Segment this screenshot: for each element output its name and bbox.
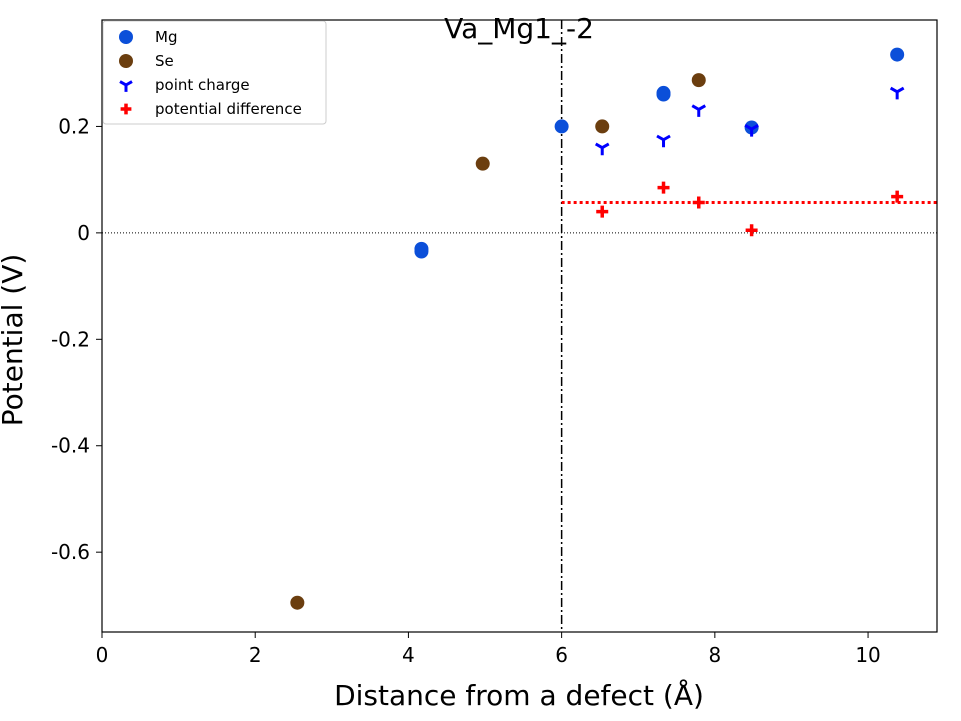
data-point — [414, 241, 429, 256]
y-axis-label: Potential (V) — [0, 254, 29, 427]
legend-item: potential difference — [120, 100, 302, 118]
x-axis-ticks: 0 2 4 6 8 10 — [96, 632, 881, 667]
series-potential-difference — [596, 181, 904, 237]
series-point-charge — [594, 86, 905, 156]
series-se — [290, 73, 706, 610]
plot-frame — [101, 19, 938, 633]
y-tick-label: -0.2 — [51, 327, 90, 351]
data-point — [745, 224, 758, 237]
data-point — [691, 104, 707, 117]
legend-item: point charge — [119, 76, 250, 94]
chart-title: Va_Mg1_-2 — [444, 12, 594, 45]
data-point — [744, 124, 759, 137]
x-tick-label: 0 — [96, 643, 109, 667]
data-point — [594, 142, 610, 156]
legend-label: point charge — [155, 76, 250, 94]
data-point — [554, 119, 569, 134]
x-tick-label: 10 — [855, 643, 880, 667]
legend-box — [102, 20, 327, 125]
data-point — [596, 205, 609, 218]
y-tick-label: -0.4 — [51, 434, 90, 458]
data-point — [890, 47, 905, 62]
data-point — [595, 119, 610, 134]
x-tick-label: 4 — [402, 643, 415, 667]
x-tick-label: 2 — [249, 643, 262, 667]
y-tick-label: -0.6 — [51, 540, 90, 564]
y-axis-ticks: 0.2 0 -0.2 -0.4 -0.6 — [51, 114, 102, 564]
legend: Mg Se point charge potential difference — [102, 20, 327, 125]
data-point — [656, 134, 671, 148]
data-point — [475, 156, 490, 171]
legend-marker — [120, 103, 132, 115]
legend-item: Se — [119, 52, 174, 70]
y-tick-label: 0.2 — [58, 114, 90, 138]
data-point — [656, 85, 671, 100]
legend-marker — [119, 54, 133, 68]
legend-marker — [119, 30, 133, 44]
legend-item: Mg — [119, 28, 177, 46]
legend-label: potential difference — [155, 100, 302, 118]
x-tick-label: 6 — [555, 643, 568, 667]
x-tick-label: 8 — [708, 643, 721, 667]
x-axis-label: Distance from a defect (Å) — [334, 678, 704, 712]
data-point — [692, 196, 705, 209]
legend-label: Se — [155, 52, 174, 70]
data-point — [891, 190, 904, 203]
data-point — [691, 73, 706, 88]
legend-label: Mg — [155, 28, 177, 46]
data-marks — [290, 47, 905, 610]
data-point — [657, 181, 670, 194]
data-point — [290, 595, 305, 610]
data-point — [889, 86, 905, 100]
y-tick-label: 0 — [77, 221, 90, 245]
legend-marker — [119, 80, 133, 92]
